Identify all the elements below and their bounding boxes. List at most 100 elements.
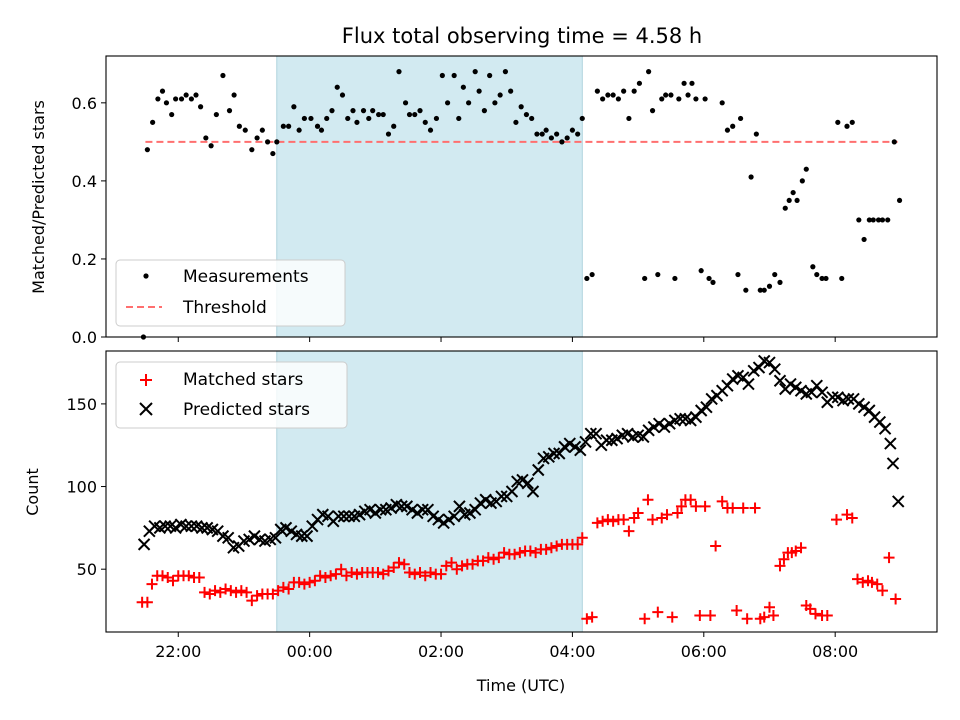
matched-star-point bbox=[509, 548, 521, 560]
matched-star-point bbox=[758, 611, 770, 623]
measurement-point bbox=[324, 115, 330, 122]
measurement-point bbox=[615, 96, 621, 102]
matched-star-point bbox=[618, 514, 630, 526]
measurement-point bbox=[564, 135, 570, 141]
measurement-point bbox=[270, 150, 276, 157]
legend-measurements-label: Measurements bbox=[183, 267, 309, 287]
measurement-point bbox=[236, 123, 242, 129]
matched-star-point bbox=[283, 583, 295, 595]
measurement-point bbox=[188, 96, 194, 102]
measurement-point bbox=[451, 72, 457, 79]
matched-star-point bbox=[572, 538, 584, 550]
matched-star-point bbox=[146, 578, 158, 590]
matched-star-point bbox=[647, 514, 659, 526]
measurement-point bbox=[663, 92, 669, 98]
x-tick-label: 04:00 bbox=[549, 642, 595, 661]
measurement-point bbox=[649, 108, 656, 114]
measurement-point bbox=[150, 119, 156, 125]
matched-star-point bbox=[716, 495, 728, 507]
predicted-star-point bbox=[768, 362, 781, 376]
measurement-point bbox=[308, 115, 314, 122]
x-tick-label: 06:00 bbox=[681, 642, 727, 661]
matched-star-point bbox=[576, 532, 588, 544]
measurement-point bbox=[659, 96, 665, 102]
measurement-point bbox=[169, 111, 175, 118]
top-x-ticks bbox=[177, 337, 836, 342]
measurement-point bbox=[706, 275, 712, 282]
measurement-point bbox=[849, 119, 855, 125]
matched-star-point bbox=[524, 545, 536, 557]
matched-star-point bbox=[193, 571, 205, 583]
measurement-point bbox=[334, 84, 340, 90]
measurement-point bbox=[203, 135, 209, 141]
top-axes-frame bbox=[105, 55, 938, 338]
predicted-star-point bbox=[505, 485, 519, 498]
measurement-point bbox=[529, 115, 535, 122]
bottom-y-tick-label: 50 bbox=[77, 560, 97, 579]
matched-star-point bbox=[141, 596, 153, 608]
measurement-point bbox=[286, 123, 292, 129]
matched-star-point bbox=[230, 586, 242, 598]
legend-matched-marker bbox=[140, 374, 152, 386]
measurement-point bbox=[676, 96, 682, 102]
measurement-point bbox=[345, 115, 351, 122]
matched-star-point bbox=[710, 540, 722, 552]
matched-star-point bbox=[409, 568, 421, 580]
matched-star-point bbox=[685, 494, 697, 506]
measurement-point bbox=[689, 80, 695, 86]
matched-star-point bbox=[666, 611, 678, 623]
measurement-point bbox=[600, 96, 606, 102]
top-y-tick-label: 0.6 bbox=[72, 94, 97, 113]
bottom-y-axis-label: Count bbox=[23, 468, 42, 516]
matched-star-point bbox=[821, 609, 833, 621]
measurement-point bbox=[155, 96, 161, 102]
measurement-point bbox=[672, 275, 678, 282]
predicted-star-point bbox=[179, 520, 193, 533]
matched-star-point bbox=[642, 494, 654, 506]
predicted-star-point bbox=[495, 490, 508, 503]
matched-star-point bbox=[235, 585, 247, 597]
matched-star-point bbox=[727, 502, 739, 514]
measurement-point bbox=[193, 92, 199, 98]
measurement-point bbox=[772, 271, 778, 278]
top-y-tick-label: 0.2 bbox=[72, 250, 97, 269]
measurement-point bbox=[761, 287, 767, 293]
measurement-point bbox=[249, 147, 255, 153]
measurement-point bbox=[427, 127, 434, 133]
measurement-point bbox=[460, 84, 466, 90]
measurement-point bbox=[406, 111, 413, 118]
matched-star-point bbox=[830, 514, 842, 526]
measurement-point bbox=[376, 111, 382, 118]
measurement-point bbox=[605, 92, 611, 98]
matched-star-point bbox=[435, 568, 447, 580]
matched-star-point bbox=[871, 578, 883, 590]
measurement-point bbox=[875, 217, 882, 223]
measurement-point bbox=[178, 96, 185, 102]
predicted-star-point bbox=[295, 529, 308, 543]
measurement-point bbox=[814, 271, 820, 278]
measurement-point bbox=[385, 131, 392, 137]
measurement-point bbox=[844, 123, 850, 129]
measurement-point bbox=[730, 123, 736, 129]
matched-star-point bbox=[763, 601, 775, 613]
measurement-point bbox=[231, 92, 237, 98]
predicted-star-point bbox=[600, 434, 613, 447]
matched-star-point bbox=[741, 613, 753, 625]
matched-star-point bbox=[846, 512, 858, 524]
top-y-ticks: 0.0 0.2 0.4 0.6 bbox=[72, 94, 106, 347]
predicted-star-point bbox=[773, 374, 787, 387]
measurement-point bbox=[819, 275, 825, 282]
predicted-star-point bbox=[221, 531, 235, 544]
matched-star-point bbox=[335, 563, 347, 575]
measurement-point bbox=[412, 111, 418, 118]
matched-star-point bbox=[661, 509, 673, 521]
measurement-point bbox=[259, 127, 265, 133]
measurement-point bbox=[835, 119, 841, 125]
matched-star-point bbox=[314, 570, 326, 582]
matched-star-point bbox=[652, 606, 664, 618]
measurement-point bbox=[497, 92, 503, 98]
predicted-star-point bbox=[332, 510, 345, 523]
matched-star-point bbox=[388, 562, 400, 574]
matched-star-point bbox=[225, 585, 237, 597]
measurement-point bbox=[856, 217, 862, 223]
